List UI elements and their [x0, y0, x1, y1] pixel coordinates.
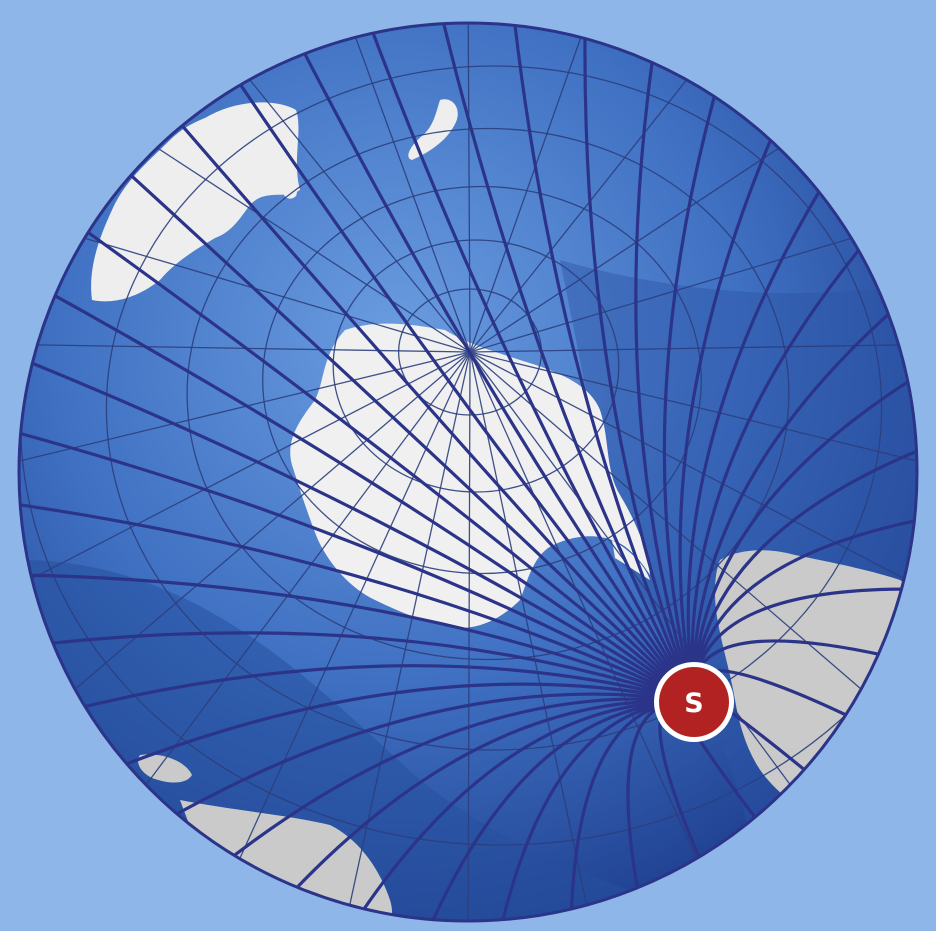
great-circle-ray: [33, 283, 696, 704]
great-circle-ray: [279, 699, 696, 907]
point-marker-icon[interactable]: S: [654, 662, 734, 742]
great-circle-ray: [436, 23, 696, 704]
longitude-line: [339, 23, 471, 353]
great-circle-ray: [19, 426, 696, 704]
great-circle-ray: [510, 23, 696, 704]
longitude-line: [469, 224, 896, 353]
great-circle-ray: [292, 32, 696, 704]
great-circle-ray: [60, 664, 696, 714]
longitude-line: [220, 43, 471, 353]
great-circle-ray: [349, 700, 696, 921]
latitude-line: [332, 239, 620, 493]
longitude-line: [339, 351, 471, 921]
landmass-madagascar: [138, 754, 192, 783]
landmass-tasmania: [281, 180, 298, 199]
landmass-australia: [91, 102, 301, 302]
great-circle-ray: [19, 353, 696, 704]
longitude-line: [220, 351, 471, 900]
longitude-line: [469, 343, 917, 353]
great-circle-ray: [226, 64, 696, 704]
longitude-line: [19, 351, 471, 601]
longitude-line: [469, 351, 597, 921]
longitude-line: [467, 23, 471, 353]
great-circle-ray: [112, 158, 696, 704]
great-circle-ray: [19, 500, 696, 704]
great-circle-ray: [422, 700, 696, 921]
longitude-line: [469, 43, 716, 353]
latitude-line: [186, 127, 790, 661]
latitude-line: [105, 65, 883, 751]
longitude-line: [19, 343, 471, 353]
great-circle-ray: [213, 697, 696, 872]
longitude-line: [118, 351, 471, 822]
great-circle-ray: [28, 631, 696, 704]
great-circle-ray: [678, 116, 782, 704]
great-circle-ray: [165, 107, 696, 704]
great-circle-ray: [154, 692, 696, 828]
landmass-new-zealand: [408, 99, 458, 160]
great-circle-ray: [691, 296, 908, 704]
longitude-line: [469, 23, 597, 353]
great-circle-ray: [103, 682, 696, 775]
great-circle-ray: [686, 169, 833, 704]
longitude-line: [469, 351, 818, 822]
great-circle-ray: [662, 72, 723, 704]
great-circle-ray: [692, 440, 917, 704]
great-circle-ray: [68, 217, 696, 704]
globe-rim: [17, 21, 919, 923]
longitude-line: [469, 351, 917, 601]
longitude-line: [469, 351, 917, 473]
great-circle-ray: [634, 37, 696, 704]
longitude-line: [118, 122, 471, 353]
longitude-line: [469, 351, 716, 900]
longitude-line: [469, 351, 897, 720]
great-circle-ray: [583, 23, 696, 704]
latitude-line: [262, 185, 702, 575]
great-circle-ray: [19, 573, 696, 704]
great-circle-ray: [363, 23, 696, 704]
marker-label: S: [684, 688, 703, 719]
great-circle-ray: [692, 367, 917, 704]
marker-fill: [659, 667, 729, 737]
longitude-line: [19, 351, 471, 473]
great-circle-ray: [690, 230, 876, 704]
longitude-line: [39, 351, 471, 720]
